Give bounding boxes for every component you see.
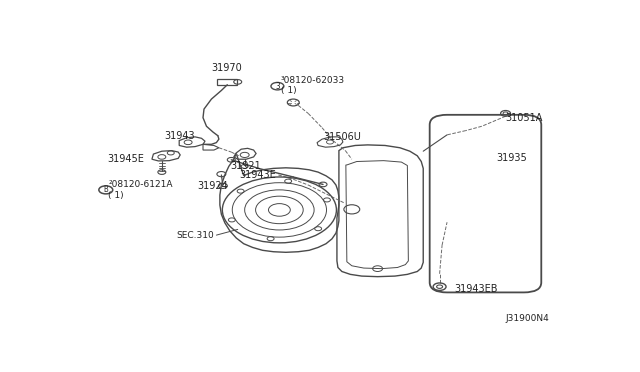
Text: SEC.310: SEC.310 — [176, 231, 214, 240]
Text: 31921: 31921 — [231, 161, 262, 171]
Text: 31924: 31924 — [198, 182, 228, 192]
Text: 31943EB: 31943EB — [454, 284, 498, 294]
Text: 31935: 31935 — [496, 153, 527, 163]
Bar — [218, 79, 237, 85]
Text: 31051A: 31051A — [505, 113, 543, 123]
Text: ²08120-6121A
( 1): ²08120-6121A ( 1) — [108, 180, 173, 199]
Text: 31943: 31943 — [164, 131, 195, 141]
Text: B: B — [104, 185, 108, 194]
Text: J31900N4: J31900N4 — [505, 314, 548, 323]
Text: 3: 3 — [275, 82, 280, 91]
Text: 31506U: 31506U — [323, 132, 361, 142]
Text: 31943E: 31943E — [239, 170, 276, 180]
Text: ³08120-62033
( 1): ³08120-62033 ( 1) — [281, 76, 345, 95]
Text: 31970: 31970 — [211, 63, 242, 73]
Text: 31945E: 31945E — [108, 154, 145, 164]
